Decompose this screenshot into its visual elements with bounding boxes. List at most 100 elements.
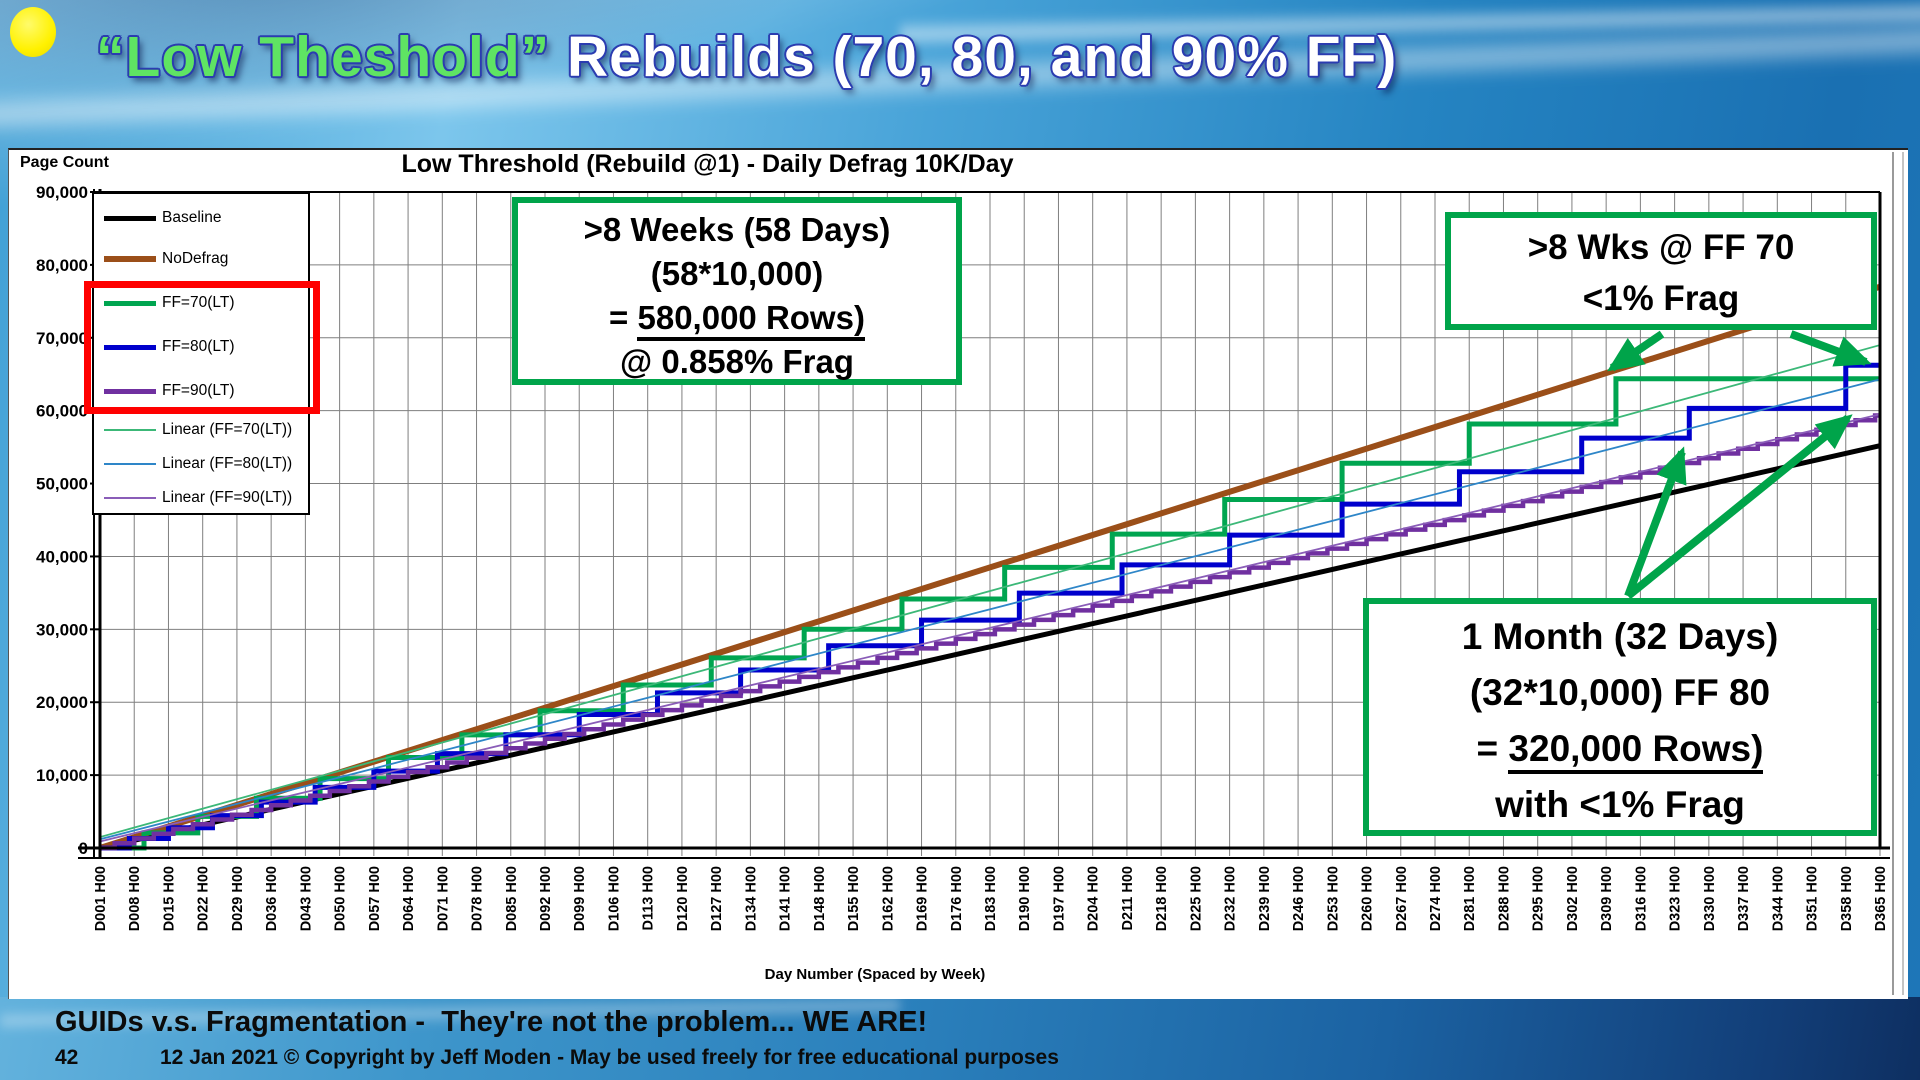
- legend-label: FF=90(LT): [162, 382, 235, 399]
- legend-label: NoDefrag: [162, 250, 229, 267]
- legend-label: Linear (FF=80(LT)): [162, 455, 293, 472]
- svg-text:D148 H00: D148 H00: [812, 866, 828, 931]
- svg-text:D337 H00: D337 H00: [1736, 866, 1752, 931]
- svg-text:D330 H00: D330 H00: [1702, 866, 1718, 931]
- svg-text:D092 H00: D092 H00: [538, 866, 554, 931]
- legend-highlight-box: [84, 281, 320, 414]
- svg-text:D323 H00: D323 H00: [1668, 866, 1684, 931]
- svg-text:D113 H00: D113 H00: [641, 866, 657, 931]
- svg-text:D043 H00: D043 H00: [298, 866, 314, 931]
- footer-band: [0, 997, 1920, 1080]
- svg-text:D071 H00: D071 H00: [435, 866, 451, 931]
- svg-text:D001 H00: D001 H00: [93, 866, 109, 931]
- svg-text:D358 H00: D358 H00: [1839, 866, 1855, 931]
- annotation-line: (58*10,000): [650, 255, 824, 292]
- svg-text:D085 H00: D085 H00: [504, 866, 520, 931]
- svg-text:D022 H00: D022 H00: [196, 866, 212, 931]
- svg-text:D211 H00: D211 H00: [1120, 866, 1136, 931]
- svg-text:D316 H00: D316 H00: [1633, 866, 1649, 931]
- annotation-box-1-month: 1 Month (32 Days) (32*10,000) FF 80 = 32…: [1363, 598, 1877, 836]
- chart-legend: Baseline NoDefrag FF=70(LT) FF=80(LT) FF=90(…: [92, 192, 310, 515]
- svg-text:D281 H00: D281 H00: [1462, 866, 1478, 931]
- svg-text:D106 H00: D106 H00: [606, 866, 622, 931]
- svg-text:D162 H00: D162 H00: [880, 866, 896, 931]
- svg-text:D057 H00: D057 H00: [367, 866, 383, 931]
- svg-text:D365 H00: D365 H00: [1873, 866, 1889, 931]
- annotation-line: with <1% Frag: [1495, 784, 1745, 825]
- footer-tagline: GUIDs v.s. Fragmentation - They're not t…: [55, 1006, 928, 1038]
- svg-text:D078 H00: D078 H00: [470, 866, 486, 931]
- annotation-underlined-text: 580,000 Rows): [637, 299, 865, 341]
- svg-text:10,000: 10,000: [36, 766, 88, 785]
- svg-text:D029 H00: D029 H00: [230, 866, 246, 931]
- svg-text:D344 H00: D344 H00: [1770, 866, 1786, 931]
- annotation-line: >8 Weeks (58 Days): [583, 211, 891, 248]
- yellow-bullet-dot: [10, 7, 56, 57]
- svg-text:D302 H00: D302 H00: [1565, 866, 1581, 931]
- legend-item: FF=70(LT): [104, 293, 235, 313]
- copyright-text: 12 Jan 2021 © Copyright by Jeff Moden - …: [160, 1046, 1059, 1069]
- legend-label: Baseline: [162, 209, 222, 226]
- slide-title-rest: Rebuilds (70, 80, and 90% FF): [550, 25, 1398, 89]
- legend-item: Baseline: [104, 208, 221, 228]
- svg-text:D064 H00: D064 H00: [401, 866, 417, 931]
- svg-text:60,000: 60,000: [36, 402, 88, 421]
- legend-label: Linear (FF=90(LT)): [162, 489, 293, 506]
- legend-item: Linear (FF=80(LT)): [104, 454, 292, 474]
- svg-text:D274 H00: D274 H00: [1428, 866, 1444, 931]
- svg-text:D050 H00: D050 H00: [333, 866, 349, 931]
- annotation-underlined-text: 320,000 Rows): [1508, 728, 1764, 774]
- svg-text:40,000: 40,000: [36, 547, 88, 566]
- svg-text:D169 H00: D169 H00: [915, 866, 931, 931]
- svg-text:0: 0: [79, 839, 88, 858]
- svg-text:D120 H00: D120 H00: [675, 866, 691, 931]
- slide-number: 42: [55, 1046, 79, 1069]
- legend-label: FF=80(LT): [162, 338, 235, 355]
- svg-text:D288 H00: D288 H00: [1496, 866, 1512, 931]
- legend-line-sample: [104, 429, 156, 431]
- legend-item: Linear (FF=70(LT)): [104, 420, 292, 440]
- svg-text:D225 H00: D225 H00: [1188, 866, 1204, 931]
- annotation-line: >8 Wks @ FF 70: [1527, 228, 1795, 267]
- legend-line-sample: [104, 463, 156, 465]
- legend-item: Linear (FF=90(LT)): [104, 488, 292, 508]
- svg-text:50,000: 50,000: [36, 475, 88, 494]
- svg-text:90,000: 90,000: [36, 183, 88, 202]
- svg-text:D176 H00: D176 H00: [949, 866, 965, 931]
- svg-text:70,000: 70,000: [36, 329, 88, 348]
- slide-title-highlight: “Low Theshold”: [96, 25, 551, 89]
- svg-text:D155 H00: D155 H00: [846, 866, 862, 931]
- svg-text:20,000: 20,000: [36, 693, 88, 712]
- svg-text:D141 H00: D141 H00: [778, 866, 794, 931]
- svg-text:D232 H00: D232 H00: [1223, 866, 1239, 931]
- svg-text:D015 H00: D015 H00: [161, 866, 177, 931]
- legend-label: Linear (FF=70(LT)): [162, 421, 293, 438]
- svg-text:D295 H00: D295 H00: [1531, 866, 1547, 931]
- svg-text:D183 H00: D183 H00: [983, 866, 999, 931]
- legend-line-sample: [104, 497, 156, 499]
- svg-text:D309 H00: D309 H00: [1599, 866, 1615, 931]
- svg-text:D008 H00: D008 H00: [127, 866, 143, 931]
- footer-copyright-row: 42 12 Jan 2021 © Copyright by Jeff Moden …: [55, 1046, 1059, 1070]
- svg-text:D239 H00: D239 H00: [1257, 866, 1273, 931]
- x-axis-title: Day Number (Spaced by Week): [764, 966, 986, 983]
- annotation-line: <1% Frag: [1582, 279, 1740, 318]
- legend-line-sample: [104, 300, 156, 306]
- svg-text:D204 H00: D204 H00: [1086, 866, 1102, 931]
- legend-item: FF=90(LT): [104, 381, 235, 401]
- legend-item: NoDefrag: [104, 249, 228, 269]
- annotation-line: = 580,000 Rows): [518, 296, 956, 341]
- annotation-line: (32*10,000) FF 80: [1469, 672, 1771, 713]
- annotation-line: = 320,000 Rows): [1369, 721, 1871, 777]
- annotation-line: 1 Month (32 Days): [1461, 616, 1779, 657]
- slide-title: “Low Theshold” Rebuilds (70, 80, and 90%…: [96, 24, 1896, 90]
- svg-text:30,000: 30,000: [36, 620, 88, 639]
- y-axis-title: Page Count: [20, 154, 109, 171]
- legend-item: FF=80(LT): [104, 337, 235, 357]
- annotation-box-ff70: >8 Wks @ FF 70 <1% Frag: [1445, 212, 1877, 330]
- legend-line-sample: [104, 344, 156, 350]
- svg-text:D127 H00: D127 H00: [709, 866, 725, 931]
- svg-text:D253 H00: D253 H00: [1325, 866, 1341, 931]
- svg-text:D099 H00: D099 H00: [572, 866, 588, 931]
